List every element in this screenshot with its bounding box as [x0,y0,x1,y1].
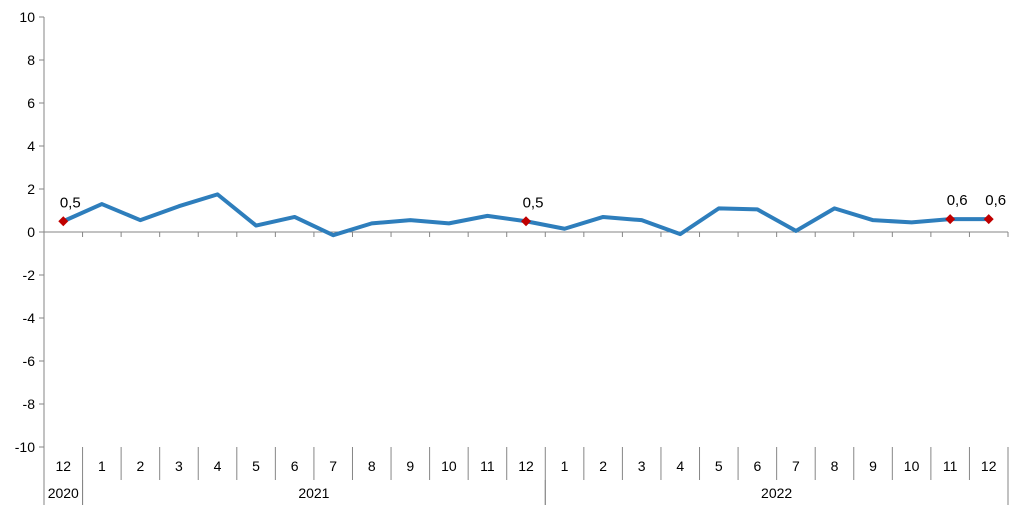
data-point-marker [521,216,531,227]
data-point-marker [983,214,994,225]
y-tick-label: 4 [27,138,35,154]
x-tick-label: 6 [291,458,299,474]
y-tick-label: 0 [27,224,35,240]
x-tick-label: 5 [252,458,260,474]
x-tick-label: 11 [943,458,958,474]
data-point-marker [58,216,69,227]
x-tick-label: 7 [329,458,337,474]
x-tick-label: 2 [137,458,145,474]
x-tick-label: 6 [753,458,761,474]
x-tick-label: 3 [175,458,183,474]
y-tick-label: -4 [23,310,36,326]
y-tick-label: 10 [19,9,35,25]
y-tick-label: 2 [27,181,35,197]
x-tick-label: 8 [831,458,839,474]
year-label: 2020 [48,485,79,501]
x-tick-label: 8 [368,458,376,474]
year-label: 2022 [761,485,792,501]
x-tick-label: 12 [55,458,71,474]
y-tick-label: -8 [23,396,36,412]
y-tick-label: -6 [23,353,36,369]
x-tick-label: 9 [406,458,414,474]
x-tick-label: 11 [480,458,495,474]
x-tick-label: 1 [561,458,569,474]
data-label: 0,6 [947,192,968,209]
x-tick-label: 12 [518,458,534,474]
x-tick-label: 4 [676,458,684,474]
data-label: 0,5 [60,194,81,211]
year-label: 2021 [298,485,329,501]
y-tick-label: 6 [27,95,35,111]
x-tick-label: 10 [904,458,920,474]
x-tick-label: 4 [214,458,222,474]
x-tick-label: 1 [98,458,106,474]
x-tick-label: 3 [638,458,646,474]
x-tick-label: 5 [715,458,723,474]
y-tick-label: 8 [27,52,35,68]
y-tick-label: -2 [23,267,36,283]
x-tick-label: 12 [981,458,997,474]
x-tick-label: 7 [792,458,800,474]
x-tick-label: 2 [599,458,607,474]
data-point-marker [945,214,956,225]
data-label: 0,5 [523,194,544,211]
y-tick-label: -10 [15,439,35,455]
data-label: 0,6 [985,192,1006,209]
x-tick-label: 10 [441,458,457,474]
x-tick-label: 9 [869,458,877,474]
